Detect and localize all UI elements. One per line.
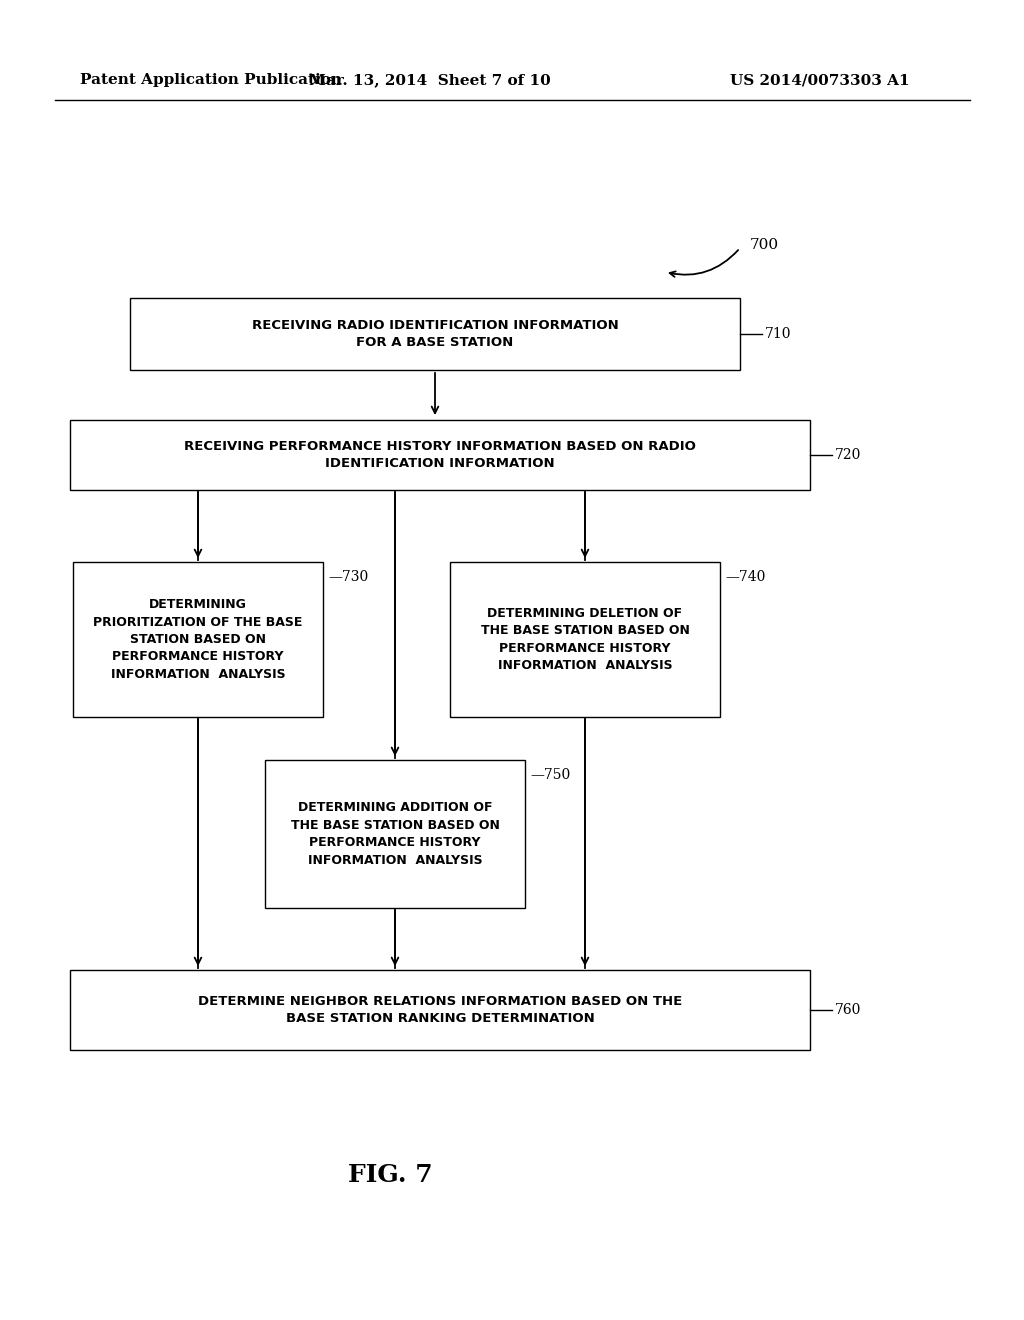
Bar — [70, 420, 810, 490]
Text: FIG. 7: FIG. 7 — [348, 1163, 432, 1187]
Text: US 2014/0073303 A1: US 2014/0073303 A1 — [730, 73, 909, 87]
Text: —730: —730 — [328, 570, 369, 583]
Bar — [450, 562, 720, 717]
Text: DETERMINING ADDITION OF
THE BASE STATION BASED ON
PERFORMANCE HISTORY
INFORMATIO: DETERMINING ADDITION OF THE BASE STATION… — [291, 801, 500, 867]
Text: DETERMINING
PRIORITIZATION OF THE BASE
STATION BASED ON
PERFORMANCE HISTORY
INFO: DETERMINING PRIORITIZATION OF THE BASE S… — [93, 598, 303, 681]
Bar — [130, 298, 740, 370]
Text: RECEIVING RADIO IDENTIFICATION INFORMATION
FOR A BASE STATION: RECEIVING RADIO IDENTIFICATION INFORMATI… — [252, 318, 618, 350]
Text: —740: —740 — [725, 570, 765, 583]
Text: 720: 720 — [835, 447, 861, 462]
Text: —750: —750 — [530, 768, 570, 781]
Text: Patent Application Publication: Patent Application Publication — [80, 73, 342, 87]
Text: DETERMINING DELETION OF
THE BASE STATION BASED ON
PERFORMANCE HISTORY
INFORMATIO: DETERMINING DELETION OF THE BASE STATION… — [480, 607, 689, 672]
Bar — [73, 562, 323, 717]
Bar — [70, 970, 810, 1049]
Text: DETERMINE NEIGHBOR RELATIONS INFORMATION BASED ON THE
BASE STATION RANKING DETER: DETERMINE NEIGHBOR RELATIONS INFORMATION… — [198, 995, 682, 1026]
Text: 700: 700 — [750, 238, 779, 252]
Bar — [265, 760, 525, 908]
Text: 760: 760 — [835, 1003, 861, 1016]
Text: RECEIVING PERFORMANCE HISTORY INFORMATION BASED ON RADIO
IDENTIFICATION INFORMAT: RECEIVING PERFORMANCE HISTORY INFORMATIO… — [184, 440, 696, 470]
Text: 710: 710 — [765, 327, 792, 341]
Text: Mar. 13, 2014  Sheet 7 of 10: Mar. 13, 2014 Sheet 7 of 10 — [309, 73, 551, 87]
